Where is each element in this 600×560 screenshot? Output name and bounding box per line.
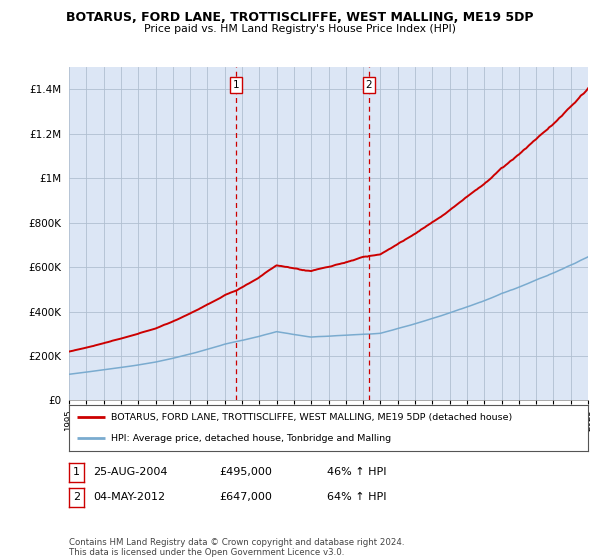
Text: 46% ↑ HPI: 46% ↑ HPI [327,466,386,477]
Text: 1: 1 [73,467,80,477]
Text: Price paid vs. HM Land Registry's House Price Index (HPI): Price paid vs. HM Land Registry's House … [144,24,456,34]
Text: BOTARUS, FORD LANE, TROTTISCLIFFE, WEST MALLING, ME19 5DP (detached house): BOTARUS, FORD LANE, TROTTISCLIFFE, WEST … [110,413,512,422]
Text: 04-MAY-2012: 04-MAY-2012 [93,492,165,502]
Text: 2: 2 [365,80,372,90]
Text: 1: 1 [233,80,239,90]
Text: £495,000: £495,000 [219,466,272,477]
Text: 25-AUG-2004: 25-AUG-2004 [93,466,167,477]
Text: BOTARUS, FORD LANE, TROTTISCLIFFE, WEST MALLING, ME19 5DP: BOTARUS, FORD LANE, TROTTISCLIFFE, WEST … [66,11,534,24]
Text: 2: 2 [73,492,80,502]
Text: 64% ↑ HPI: 64% ↑ HPI [327,492,386,502]
Text: Contains HM Land Registry data © Crown copyright and database right 2024.
This d: Contains HM Land Registry data © Crown c… [69,538,404,557]
Text: HPI: Average price, detached house, Tonbridge and Malling: HPI: Average price, detached house, Tonb… [110,434,391,443]
Text: £647,000: £647,000 [219,492,272,502]
